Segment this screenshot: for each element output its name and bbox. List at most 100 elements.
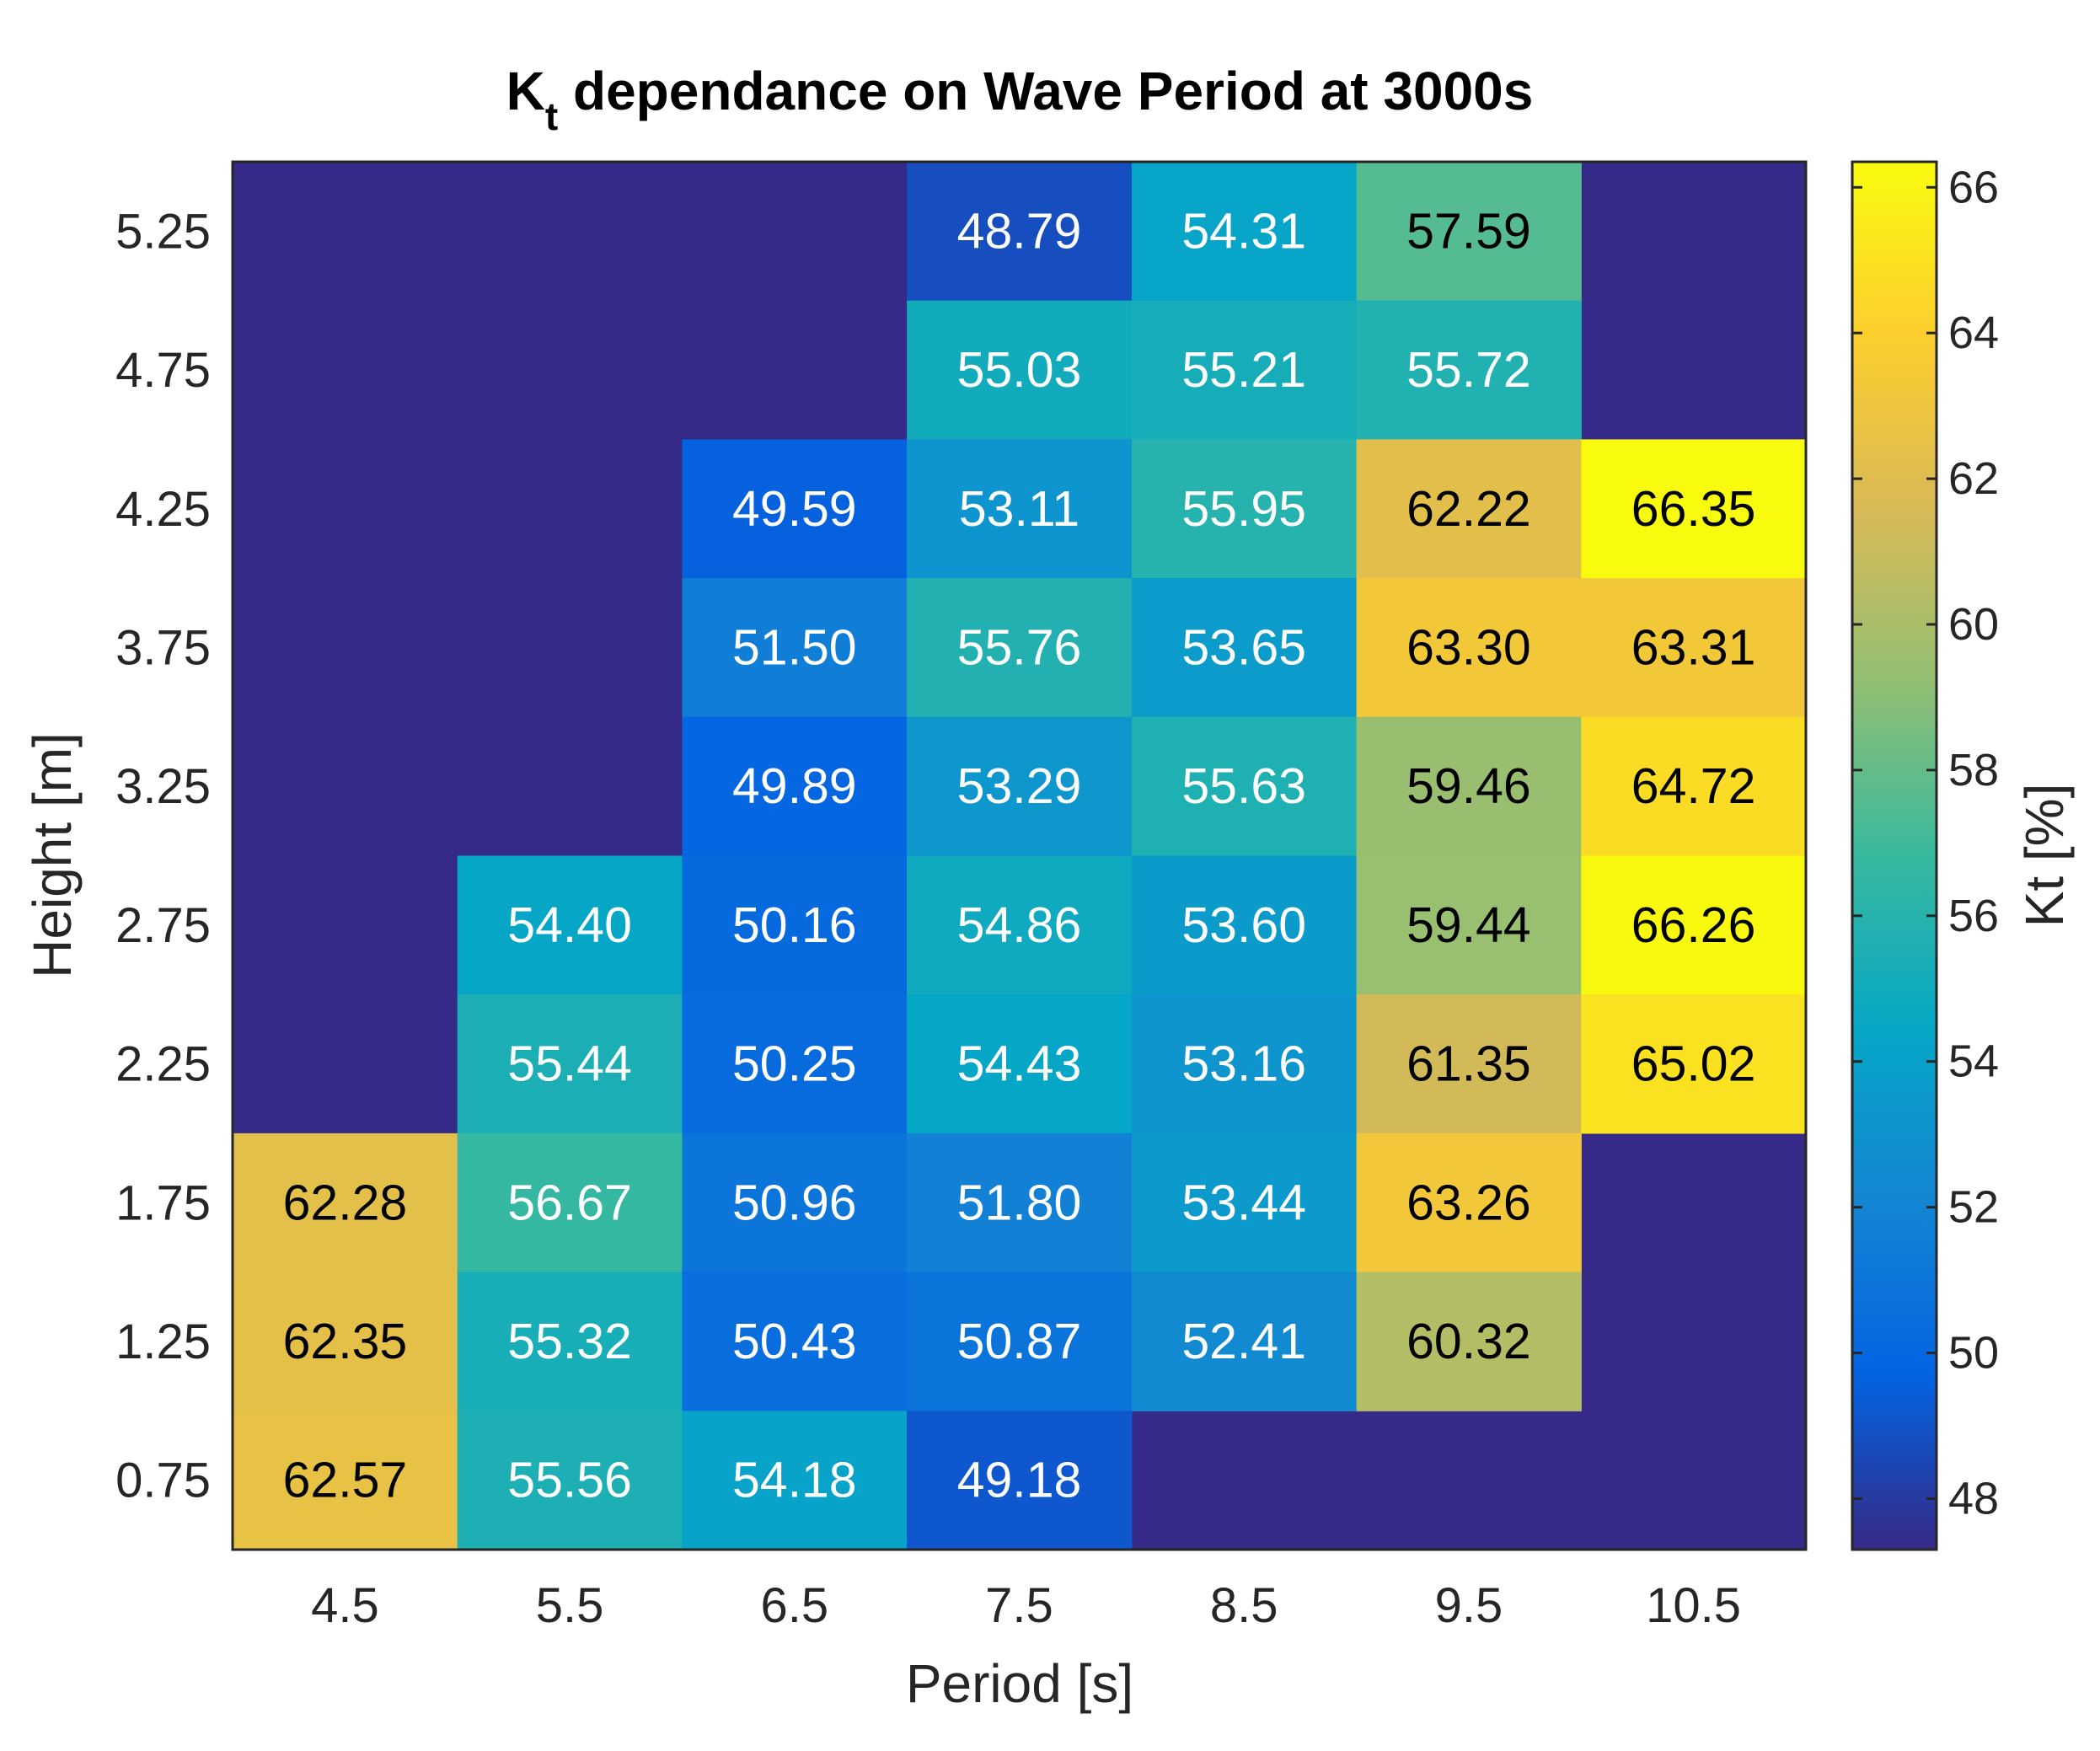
cell-value-label: 49.18	[957, 1453, 1082, 1508]
y-tick-label: 1.25	[115, 1315, 211, 1369]
chart-title-main: K	[506, 61, 545, 121]
cell-value-label: 66.35	[1631, 481, 1756, 537]
cell-value-label: 55.21	[1181, 342, 1306, 398]
cell-value-label: 59.44	[1406, 897, 1531, 953]
cell-value-label: 66.26	[1631, 897, 1756, 953]
heatmap-cell	[457, 1272, 683, 1411]
cell-value-label: 62.28	[283, 1175, 408, 1230]
cell-value-label: 62.57	[283, 1453, 408, 1508]
colorbar-tick-label: 64	[1948, 308, 1999, 358]
heatmap-cell	[1131, 439, 1358, 579]
heatmap-cell	[907, 1133, 1133, 1273]
heatmap-cell	[907, 855, 1133, 995]
heatmap-cell	[1356, 1272, 1582, 1411]
cell-value-label: 57.59	[1406, 203, 1531, 259]
heatmap-cell	[1356, 300, 1582, 440]
y-tick-label: 1.75	[115, 1175, 211, 1230]
cell-value-label: 51.50	[732, 619, 857, 675]
y-tick-label: 0.75	[115, 1454, 211, 1508]
colorbar-tick-label: 62	[1948, 453, 1999, 504]
cell-value-label: 55.32	[507, 1314, 632, 1369]
cell-value-label: 52.41	[1181, 1314, 1306, 1369]
heatmap-cell	[907, 439, 1133, 579]
y-tick-label: 2.25	[115, 1037, 211, 1092]
cell-value-label: 51.80	[957, 1175, 1082, 1230]
colorbar-tick-label: 48	[1948, 1474, 1999, 1524]
heatmap-cell	[1581, 578, 1807, 718]
heatmap-cell-labels: 48.79 54.31 57.59 55.03 55.21 55.72 49.59 53.11…	[283, 203, 1756, 1507]
colorbar-tick-label: 52	[1948, 1182, 1999, 1233]
heatmap-cell	[1356, 855, 1582, 995]
colorbar-tick-label: 50	[1948, 1328, 1999, 1379]
plot-frame	[231, 160, 1808, 1551]
x-tick-label: 4.5	[311, 1578, 379, 1633]
x-axis-ticks: 4.5 5.5 6.5 7.5 8.5 9.5 10.5	[311, 1578, 1741, 1633]
cell-value-label: 55.72	[1406, 342, 1531, 398]
cell-value-label: 54.43	[957, 1036, 1082, 1092]
cell-value-label: 55.76	[957, 619, 1082, 675]
y-tick-label: 3.25	[115, 759, 211, 814]
cell-value-label: 60.32	[1406, 1314, 1531, 1369]
heatmap-cell	[907, 994, 1133, 1134]
heatmap-cell	[457, 1133, 683, 1273]
cell-value-label: 55.03	[957, 342, 1082, 398]
heatmap-cell	[1131, 855, 1358, 995]
cell-value-label: 53.16	[1181, 1036, 1306, 1092]
cell-value-label: 54.31	[1181, 203, 1306, 259]
heatmap-cell	[1131, 716, 1358, 857]
heatmap-cell	[1131, 1272, 1358, 1411]
heatmap-cell	[233, 1272, 458, 1411]
heatmap-cell	[907, 716, 1133, 857]
cell-value-label: 49.89	[732, 758, 857, 814]
chart-title-rest: dependance on Wave Period at 3000s	[558, 61, 1533, 121]
heatmap-cell	[233, 1411, 458, 1550]
heatmap-cell	[682, 578, 908, 718]
heatmap-cell	[682, 716, 908, 857]
cell-value-label: 64.72	[1631, 758, 1756, 814]
heatmap-cell	[1581, 439, 1807, 579]
x-tick-label: 8.5	[1210, 1578, 1278, 1633]
cell-value-label: 59.46	[1406, 758, 1531, 814]
chart-title-subscript: t	[545, 94, 558, 138]
heatmap-cell	[907, 1272, 1133, 1411]
heatmap-cells	[233, 162, 1807, 1550]
heatmap-cell	[682, 1272, 908, 1411]
cell-value-label: 50.96	[732, 1175, 857, 1230]
colorbar-tick-label: 56	[1948, 891, 1999, 941]
colorbar-tick-label: 58	[1948, 745, 1999, 795]
colorbar-tick-label: 66	[1948, 162, 1999, 212]
x-axis-label: Period [s]	[906, 1653, 1133, 1714]
cell-value-label: 56.67	[507, 1175, 632, 1230]
cell-value-label: 50.43	[732, 1314, 857, 1369]
cell-value-label: 63.26	[1406, 1175, 1531, 1230]
heatmap-cell	[682, 1411, 908, 1550]
cell-value-label: 63.30	[1406, 619, 1531, 675]
y-axis-label: Height [m]	[22, 732, 83, 978]
heatmap-cell	[1131, 162, 1358, 302]
x-tick-label: 6.5	[760, 1578, 828, 1633]
heatmap-cell	[1356, 994, 1582, 1134]
cell-value-label: 54.86	[957, 897, 1082, 953]
y-tick-label: 2.75	[115, 898, 211, 953]
heatmap-cell	[907, 578, 1133, 718]
cell-value-label: 55.95	[1181, 481, 1306, 537]
colorbar-tick-label: 60	[1948, 599, 1999, 650]
cell-value-label: 50.25	[732, 1036, 857, 1092]
heatmap-cell	[457, 994, 683, 1134]
x-tick-label: 5.5	[536, 1578, 604, 1633]
heatmap-cell	[233, 1133, 458, 1273]
heatmap-cell	[1131, 578, 1358, 718]
cell-value-label: 62.35	[283, 1314, 408, 1369]
cell-value-label: 61.35	[1406, 1036, 1531, 1092]
x-tick-label: 9.5	[1435, 1578, 1503, 1633]
heatmap-cell	[457, 855, 683, 995]
heatmap-cell	[1356, 1133, 1582, 1273]
colorbar	[1851, 160, 1938, 1551]
heatmap-cell	[1356, 439, 1582, 579]
heatmap-cell	[457, 1411, 683, 1550]
colorbar-ticks: 48 50 52 54 56 58 60 62 64 66	[1852, 162, 1999, 1524]
plot-area: 48.79 54.31 57.59 55.03 55.21 55.72 49.59 53.11…	[231, 160, 1808, 1551]
cell-value-label: 53.44	[1181, 1175, 1306, 1230]
y-tick-label: 4.75	[115, 343, 211, 398]
